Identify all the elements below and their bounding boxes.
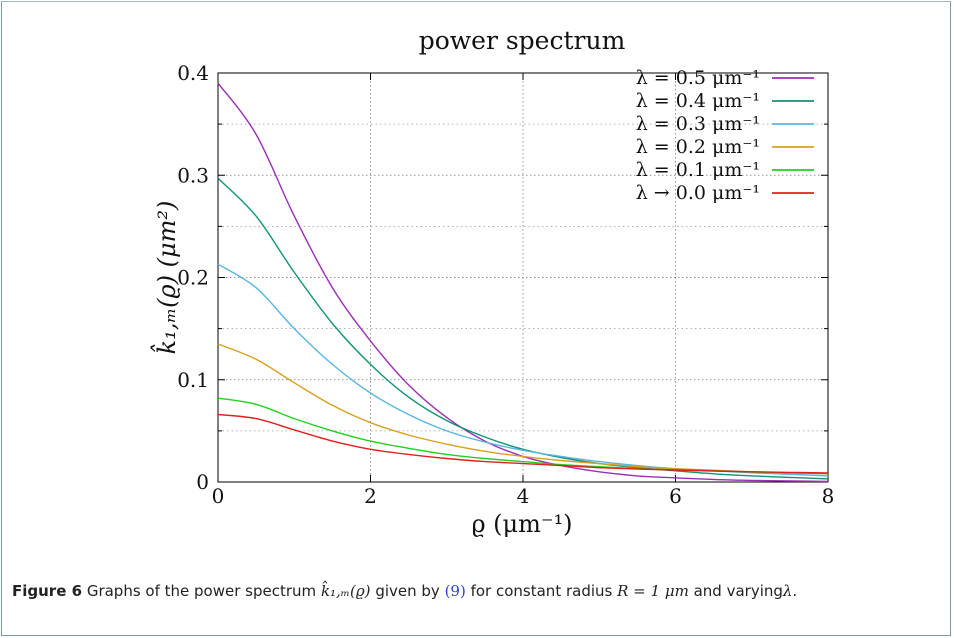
y-tick-label: 0.4 <box>177 61 209 85</box>
legend-label: λ = 0.1 μm⁻¹ <box>636 159 760 181</box>
figure-caption: Figure 6 Graphs of the power spectrum k̂… <box>12 580 937 602</box>
series-lines <box>217 82 829 483</box>
y-axis-label: k̂₁,ₘ(ϱ) (μm²) <box>150 201 181 355</box>
y-tick-label: 0.2 <box>177 266 209 290</box>
series-line <box>217 177 829 480</box>
caption-text-2: given by <box>375 582 440 600</box>
caption-label: Figure 6 <box>12 582 83 600</box>
grid <box>218 73 828 482</box>
x-tick-label: 2 <box>364 484 377 508</box>
caption-text-5: . <box>792 582 798 600</box>
x-tick-label: 4 <box>517 484 530 508</box>
caption-text-3: for constant radius <box>470 582 613 600</box>
x-tick-label: 8 <box>822 484 835 508</box>
x-tick-label: 0 <box>212 484 225 508</box>
chart-title: power spectrum <box>419 26 626 55</box>
legend-label: λ = 0.4 μm⁻¹ <box>636 90 760 112</box>
legend: λ = 0.5 μm⁻¹λ = 0.4 μm⁻¹λ = 0.3 μm⁻¹λ = … <box>636 67 814 204</box>
legend-label: λ = 0.3 μm⁻¹ <box>636 113 760 135</box>
legend-label: λ = 0.2 μm⁻¹ <box>636 136 760 158</box>
caption-math-lambda: λ <box>782 582 793 600</box>
series-line <box>217 413 829 474</box>
equation-reference-link[interactable]: (9) <box>444 582 466 600</box>
x-tick-label: 6 <box>669 484 682 508</box>
caption-text-1: Graphs of the power spectrum <box>86 582 317 600</box>
caption-text-4: and varying <box>693 582 783 600</box>
y-tick-label: 0.1 <box>177 368 209 392</box>
series-line <box>217 82 829 483</box>
power-spectrum-chart: 0 2 4 6 8 0 0.1 0.2 0.3 0.4 λ = 0.5 μm⁻¹λ = 0.4 μ… <box>150 26 835 538</box>
y-tick-label: 0.3 <box>177 163 209 187</box>
y-tick-label: 0 <box>196 470 209 494</box>
caption-math-radius: R = 1 μm <box>617 582 689 600</box>
axis-ticks: 0 2 4 6 8 0 0.1 0.2 0.3 0.4 <box>177 61 834 508</box>
legend-label: λ → 0.0 μm⁻¹ <box>636 182 760 204</box>
x-axis-label: ϱ (μm⁻¹) <box>471 510 572 538</box>
legend-label: λ = 0.5 μm⁻¹ <box>636 67 760 89</box>
caption-math-spectrum: k̂₁,ₘ(ϱ) <box>320 582 371 600</box>
